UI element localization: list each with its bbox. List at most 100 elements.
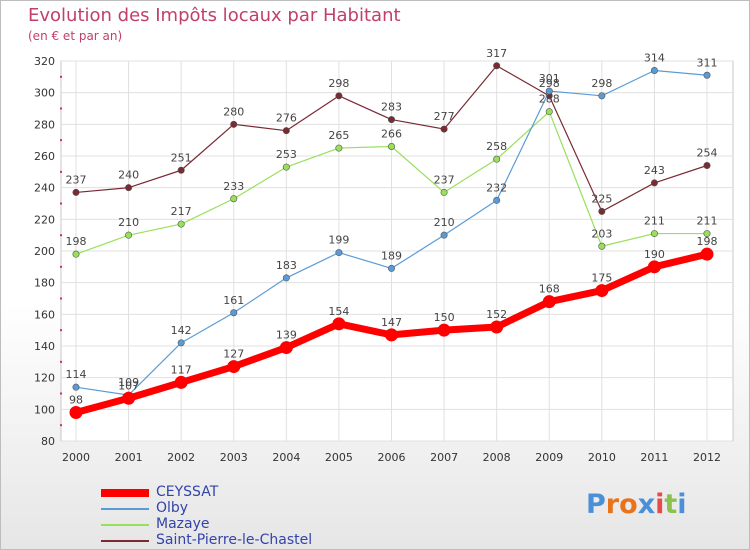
y-tick-label: 120 [34,372,55,385]
logo-letter: i [655,489,665,520]
data-label: 314 [644,52,665,65]
data-point [177,339,185,347]
data-label: 150 [434,311,455,324]
data-label: 168 [539,283,560,296]
data-label: 233 [223,180,244,193]
data-label: 254 [697,147,718,160]
data-point [440,231,448,239]
legend-label: CEYSSAT [156,484,219,500]
data-label: 210 [118,216,139,229]
data-point [440,125,448,133]
data-label: 225 [591,192,612,205]
data-label: 175 [591,272,612,285]
data-label: 217 [171,205,192,218]
data-point [72,383,80,391]
x-tick-label: 2010 [588,451,616,464]
data-point [230,120,238,128]
data-point [335,249,343,257]
data-point [647,260,661,274]
data-point [335,144,343,152]
data-label: 311 [697,56,718,69]
data-label: 243 [644,164,665,177]
data-point [437,323,451,337]
chart-subtitle: (en € et par an) [28,29,123,43]
data-label: 277 [434,110,455,123]
data-label: 107 [118,379,139,392]
data-label: 298 [539,77,560,90]
data-label: 152 [486,308,507,321]
data-label: 198 [66,235,87,248]
data-point [335,92,343,100]
data-point [703,230,711,238]
data-label: 211 [644,215,665,228]
data-point [598,92,606,100]
y-tick-label: 300 [34,87,55,100]
data-point [282,274,290,282]
data-label: 183 [276,259,297,272]
data-label: 237 [434,173,455,186]
x-tick-label: 2002 [167,451,195,464]
data-point [387,143,395,151]
data-point [125,231,133,239]
data-label: 288 [539,93,560,106]
x-tick-label: 2008 [483,451,511,464]
data-label: 251 [171,151,192,164]
data-point [545,108,553,116]
data-point [125,184,133,192]
data-point [703,71,711,79]
data-point [177,220,185,228]
data-point [493,196,501,204]
proxiti-logo: Proxiti [586,489,687,520]
logo-letter: i [677,489,687,520]
data-point [230,195,238,203]
logo-letter: x [637,489,656,520]
logo-letter: P [586,489,606,520]
data-point [650,67,658,75]
data-point [493,62,501,70]
data-label: 276 [276,112,297,125]
data-label: 203 [591,227,612,240]
data-point [279,341,293,355]
data-point [595,284,609,298]
x-tick-label: 2009 [535,451,563,464]
x-tick-label: 2006 [378,451,406,464]
x-tick-label: 2005 [325,451,353,464]
x-tick-label: 2001 [115,451,143,464]
y-tick-label: 220 [34,213,55,226]
data-point [332,317,346,331]
data-point [700,247,714,261]
data-label: 198 [697,235,718,248]
y-tick-label: 140 [34,340,55,353]
chart-title: Evolution des Impôts locaux par Habitant [28,5,401,26]
data-label: 161 [223,294,244,307]
data-point [69,406,83,419]
data-label: 298 [328,77,349,90]
data-label: 98 [69,394,83,407]
data-point [598,207,606,215]
data-label: 127 [223,348,244,361]
y-tick-label: 80 [41,435,55,448]
legend-label: Saint-Pierre-le-Chastel [156,532,313,548]
y-tick-label: 180 [34,277,55,290]
data-label: 298 [591,77,612,90]
data-point [230,309,238,317]
data-point [282,127,290,135]
data-point [72,250,80,258]
data-label: 240 [118,169,139,182]
legend-swatch [101,489,149,497]
y-tick-label: 160 [34,308,55,321]
data-label: 232 [486,181,507,194]
y-tick-label: 240 [34,182,55,195]
data-point [227,360,241,374]
data-point [385,328,398,342]
legend-label: Olby [156,500,189,516]
data-point [122,391,136,405]
data-point [72,188,80,196]
data-label: 237 [66,173,87,186]
data-label: 265 [328,129,349,142]
legend-swatch [101,540,149,542]
data-label: 280 [223,105,244,118]
data-label: 301 [539,72,560,85]
y-tick-label: 260 [34,150,55,163]
